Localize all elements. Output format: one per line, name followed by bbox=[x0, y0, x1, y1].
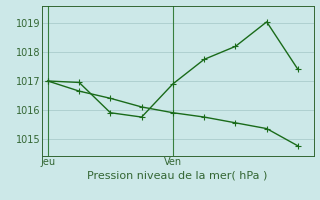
X-axis label: Pression niveau de la mer( hPa ): Pression niveau de la mer( hPa ) bbox=[87, 170, 268, 180]
